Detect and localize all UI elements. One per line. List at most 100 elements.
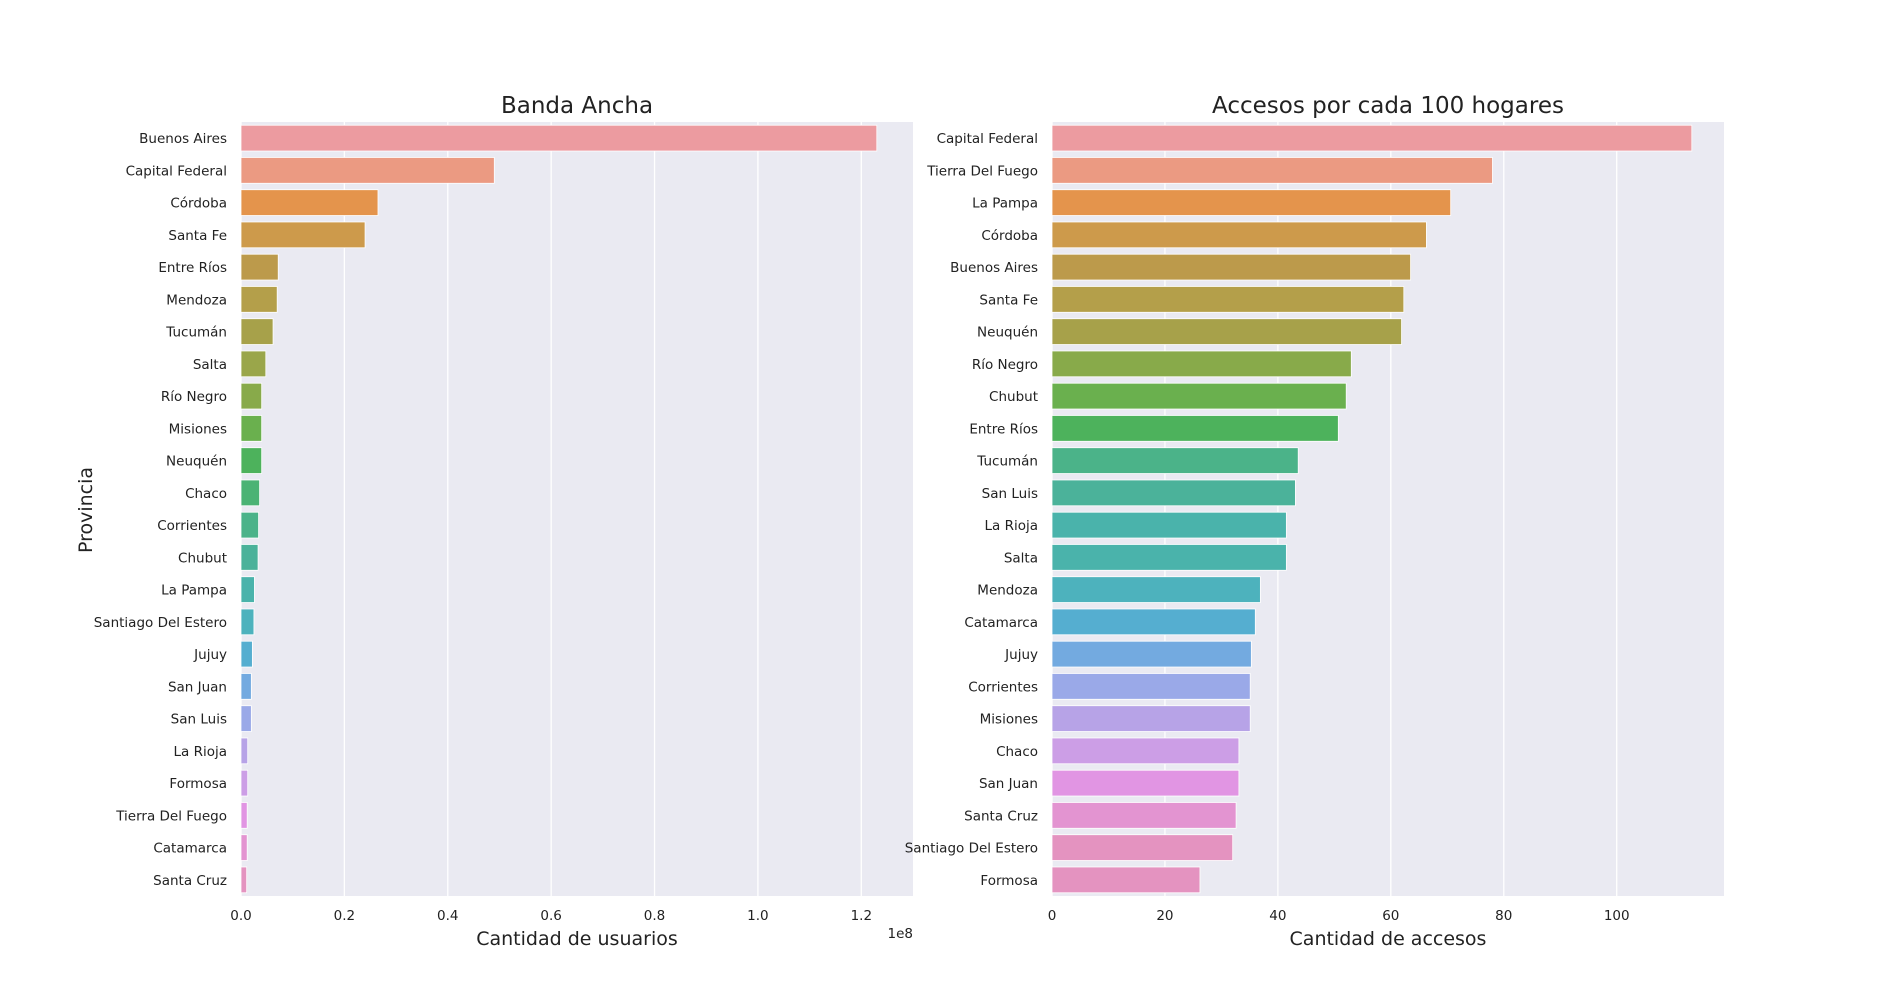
y-tick-label: Jujuy bbox=[193, 647, 227, 663]
y-tick-label: Río Negro bbox=[972, 357, 1038, 373]
bar bbox=[240, 544, 259, 571]
plot-area-right bbox=[1052, 122, 1724, 896]
y-tick-label: Capital Federal bbox=[937, 131, 1038, 147]
y-tick-label: Chubut bbox=[178, 550, 227, 566]
y-tick-label: Corrientes bbox=[968, 679, 1038, 695]
bar bbox=[240, 737, 249, 765]
bars-right bbox=[1051, 124, 1693, 894]
y-tick-label: Tucumán bbox=[976, 454, 1038, 470]
bar bbox=[1051, 769, 1240, 797]
x-tick-label: 100 bbox=[1604, 908, 1630, 924]
y-tick-label: San Juan bbox=[979, 776, 1038, 792]
x-tick-label: 0 bbox=[1048, 908, 1057, 924]
x-tick-label: 80 bbox=[1495, 908, 1512, 924]
y-tick-label: Neuquén bbox=[977, 325, 1038, 341]
y-tick-label: Entre Ríos bbox=[158, 260, 227, 276]
bar bbox=[240, 769, 249, 797]
bar bbox=[1051, 157, 1493, 184]
y-tick-label: Santiago Del Estero bbox=[905, 841, 1038, 857]
y-tick-label: Catamarca bbox=[153, 841, 227, 857]
y-tick-label: Chubut bbox=[989, 389, 1038, 405]
y-tick-labels-left: Buenos Aires Capital Federal Córdoba Santa … bbox=[94, 131, 227, 889]
bar bbox=[1051, 834, 1234, 861]
x-tick-label: 1.0 bbox=[747, 908, 768, 924]
bar bbox=[240, 253, 279, 281]
y-tick-label: Tierra Del Fuego bbox=[926, 163, 1038, 179]
panel-banda-ancha: Buenos Aires Capital Federal Córdoba Santa … bbox=[75, 93, 913, 950]
bar bbox=[240, 479, 261, 507]
bar bbox=[240, 705, 252, 732]
bar bbox=[240, 189, 379, 216]
y-tick-label: Córdoba bbox=[981, 228, 1038, 244]
bar bbox=[240, 318, 274, 345]
panel-accesos: Capital Federal Tierra Del Fuego La Pampa C… bbox=[905, 93, 1724, 950]
bar bbox=[240, 157, 495, 184]
bar bbox=[240, 350, 267, 378]
bar bbox=[240, 608, 255, 636]
bar bbox=[1051, 576, 1261, 603]
bar bbox=[240, 511, 259, 539]
y-tick-label: Corrientes bbox=[157, 518, 227, 534]
bar bbox=[1051, 124, 1693, 152]
bar bbox=[1051, 673, 1251, 700]
x-axis-offset-label: 1e8 bbox=[888, 926, 913, 942]
bar bbox=[1051, 447, 1299, 474]
x-axis-label-left: Cantidad de usuarios bbox=[476, 928, 678, 950]
bar bbox=[1051, 802, 1237, 829]
y-tick-label: Chaco bbox=[996, 744, 1038, 760]
y-tick-label: Neuquén bbox=[166, 454, 227, 470]
y-tick-label: San Luis bbox=[982, 486, 1038, 502]
plot-area-left bbox=[241, 122, 913, 896]
x-tick-label: 0.2 bbox=[334, 908, 355, 924]
y-tick-label: San Juan bbox=[168, 679, 227, 695]
y-tick-label: Tierra Del Fuego bbox=[115, 808, 227, 824]
y-tick-label: La Rioja bbox=[985, 518, 1039, 534]
y-tick-label: Catamarca bbox=[964, 615, 1038, 631]
bar bbox=[240, 286, 278, 313]
bars-left bbox=[240, 124, 878, 894]
bar bbox=[240, 382, 263, 410]
chart-title-left: Banda Ancha bbox=[501, 93, 653, 119]
y-tick-label: Santa Fe bbox=[979, 292, 1038, 308]
x-tick-label: 40 bbox=[1269, 908, 1286, 924]
x-tick-label: 0.8 bbox=[644, 908, 665, 924]
x-axis-label-right: Cantidad de accesos bbox=[1290, 928, 1487, 950]
y-tick-label: Mendoza bbox=[166, 292, 227, 308]
x-tick-label: 0.0 bbox=[230, 908, 251, 924]
bar bbox=[1051, 221, 1427, 249]
bar bbox=[240, 640, 253, 668]
y-tick-label: Salta bbox=[193, 357, 227, 373]
y-tick-label: Entre Ríos bbox=[969, 421, 1038, 437]
y-tick-labels-right: Capital Federal Tierra Del Fuego La Pampa C… bbox=[905, 131, 1038, 889]
x-tick-label: 0.4 bbox=[437, 908, 458, 924]
bar bbox=[240, 447, 263, 474]
y-tick-label: Chaco bbox=[185, 486, 227, 502]
y-tick-label: San Luis bbox=[171, 712, 227, 728]
bar bbox=[240, 673, 252, 700]
bar bbox=[1051, 286, 1405, 313]
y-tick-label: Buenos Aires bbox=[950, 260, 1038, 276]
y-tick-label: Santa Fe bbox=[168, 228, 227, 244]
bar bbox=[1051, 382, 1347, 410]
bar bbox=[240, 834, 248, 861]
y-tick-label: Santa Cruz bbox=[153, 873, 227, 889]
bar bbox=[1051, 608, 1256, 636]
bar bbox=[240, 576, 255, 603]
bar bbox=[1051, 544, 1287, 571]
y-tick-label: Tucumán bbox=[165, 325, 227, 341]
y-tick-label: Córdoba bbox=[170, 196, 227, 212]
y-tick-label: Misiones bbox=[980, 712, 1038, 728]
bar bbox=[1051, 737, 1240, 765]
x-tick-labels-right: 0 20 40 60 80 100 bbox=[1048, 908, 1630, 924]
bar bbox=[1051, 511, 1287, 539]
bar bbox=[240, 221, 366, 249]
bar bbox=[1051, 189, 1452, 216]
x-tick-label: 60 bbox=[1382, 908, 1399, 924]
bar bbox=[240, 802, 248, 829]
x-tick-labels-left: 0.0 0.2 0.4 0.6 0.8 1.0 1.2 bbox=[230, 908, 872, 924]
bar bbox=[1051, 253, 1411, 281]
x-tick-label: 0.6 bbox=[540, 908, 561, 924]
bar bbox=[240, 124, 878, 152]
